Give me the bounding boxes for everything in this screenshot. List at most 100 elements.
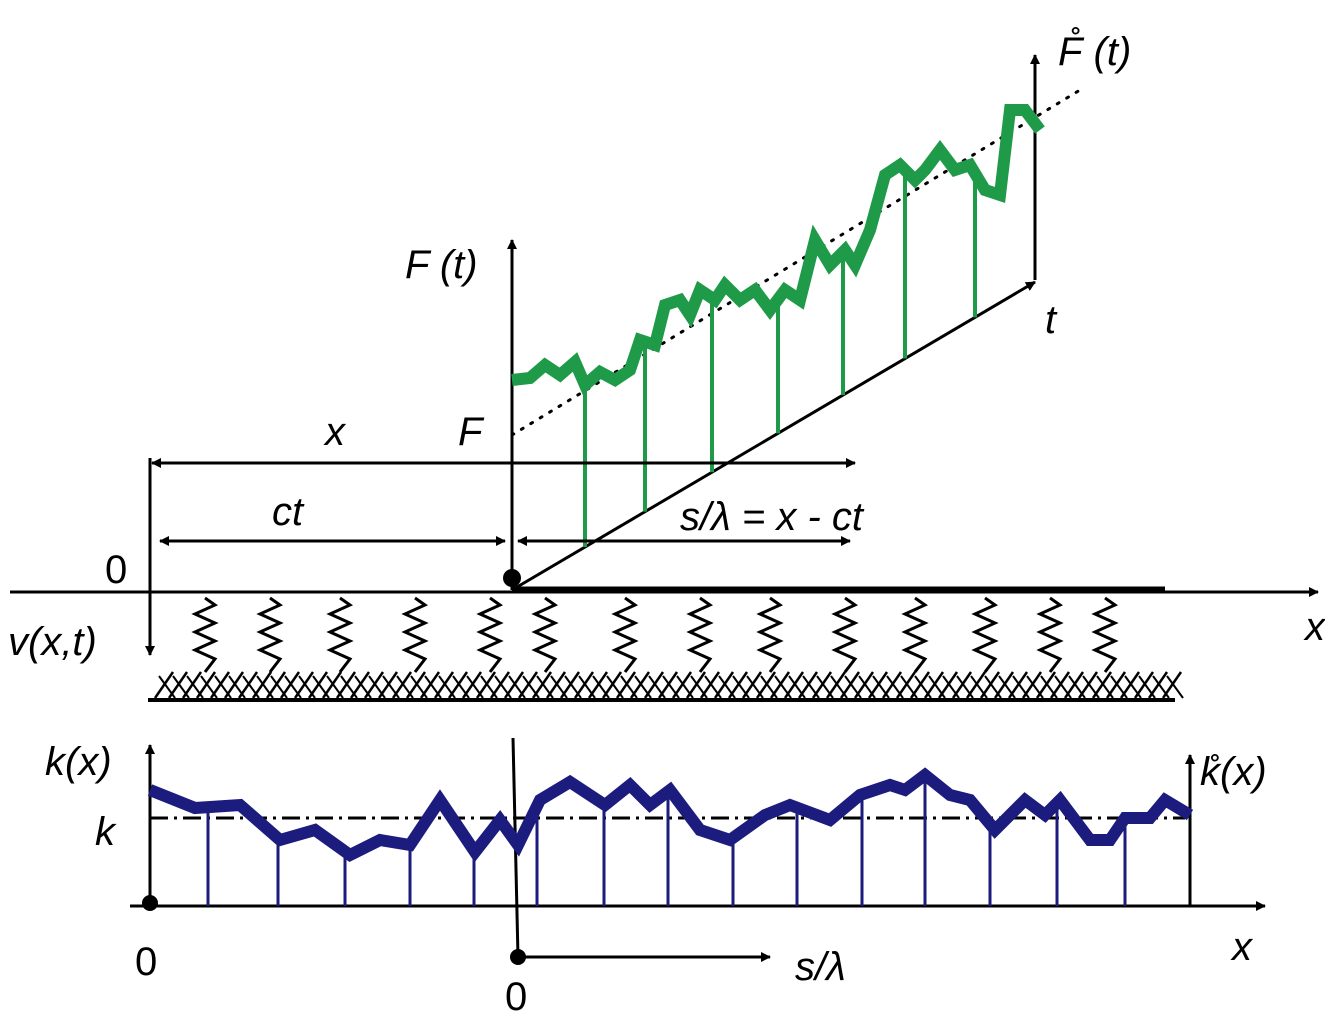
spring (686, 596, 714, 673)
hatch (265, 671, 287, 699)
label: x (323, 410, 347, 454)
spring (756, 596, 784, 673)
hatch (447, 671, 469, 699)
hatch (727, 671, 749, 699)
label: k (95, 810, 117, 854)
ground-hatching (153, 671, 1184, 699)
hatch (251, 671, 273, 699)
hatch (349, 671, 371, 699)
label: 0 (135, 940, 157, 984)
hatch (643, 671, 665, 699)
hatch (153, 671, 175, 699)
label: F (458, 410, 485, 454)
hatch (307, 671, 329, 699)
hatch (545, 671, 567, 699)
hatch (573, 671, 595, 699)
hatch (685, 671, 707, 699)
hatch (419, 671, 441, 699)
hatch (1105, 671, 1127, 699)
hatch (503, 671, 525, 699)
load-point (503, 569, 521, 587)
hatch (1166, 675, 1184, 699)
hatch (363, 671, 385, 699)
hatch (839, 671, 861, 699)
label: k(x) (45, 740, 112, 784)
springs (191, 596, 1119, 673)
spring (531, 596, 559, 673)
blue-stems (206, 775, 1127, 906)
label: v(x,t) (8, 620, 97, 664)
force-curve (511, 104, 1045, 395)
spring (476, 596, 504, 673)
label: s/λ = x - ct (680, 495, 865, 539)
label: x (1303, 605, 1325, 649)
hatch (867, 671, 889, 699)
spring (326, 596, 354, 673)
hatch (195, 671, 217, 699)
hatch (811, 671, 833, 699)
hatch (377, 671, 399, 699)
hatch (923, 671, 945, 699)
layout (10, 54, 1319, 965)
hatch (713, 671, 735, 699)
hatch (615, 671, 637, 699)
label: t (1045, 298, 1058, 342)
hatch (1063, 671, 1085, 699)
hatch (881, 671, 903, 699)
hatch (237, 671, 259, 699)
label: x (1230, 925, 1254, 969)
hatch (209, 671, 231, 699)
hatch (167, 671, 189, 699)
hatch (293, 671, 315, 699)
label: F̊ (t) (1058, 26, 1131, 74)
label: ct (272, 490, 305, 534)
hatch (391, 671, 413, 699)
hatch (1007, 671, 1029, 699)
hatch (853, 671, 875, 699)
hatch (755, 671, 777, 699)
hatch (783, 671, 805, 699)
hatch (657, 671, 679, 699)
hatch (321, 671, 343, 699)
label: 0 (105, 548, 127, 592)
hatch (825, 671, 847, 699)
hatch (517, 671, 539, 699)
hatch (741, 671, 763, 699)
hatch (965, 671, 987, 699)
hatch (979, 671, 1001, 699)
label: 0 (505, 975, 527, 1015)
origin-dot (142, 895, 158, 911)
hatch (895, 671, 917, 699)
spring (256, 596, 284, 673)
hatch (475, 671, 497, 699)
hatch (1161, 671, 1183, 699)
spring (191, 596, 219, 673)
hatch (559, 671, 581, 699)
spring (611, 596, 639, 673)
spring (1091, 596, 1119, 673)
hatch (531, 671, 553, 699)
hatch (671, 671, 693, 699)
hatch (405, 671, 427, 699)
hatch (1077, 671, 1099, 699)
label: k̊(x) (1200, 750, 1267, 794)
stiffness-curve (147, 767, 1194, 863)
label: s/λ (795, 945, 846, 989)
hatch (1035, 671, 1057, 699)
hatch (1147, 671, 1169, 699)
hatch (1133, 671, 1155, 699)
label: F (t) (405, 243, 478, 287)
hatch (461, 671, 483, 699)
green-stems (583, 170, 977, 548)
spring (901, 596, 929, 673)
spring (831, 596, 859, 673)
hatch (937, 671, 959, 699)
hatch (335, 671, 357, 699)
hatch (1049, 671, 1071, 699)
hatch (1119, 671, 1141, 699)
hatch (587, 671, 609, 699)
hatch (1021, 671, 1043, 699)
hatch (1091, 671, 1113, 699)
